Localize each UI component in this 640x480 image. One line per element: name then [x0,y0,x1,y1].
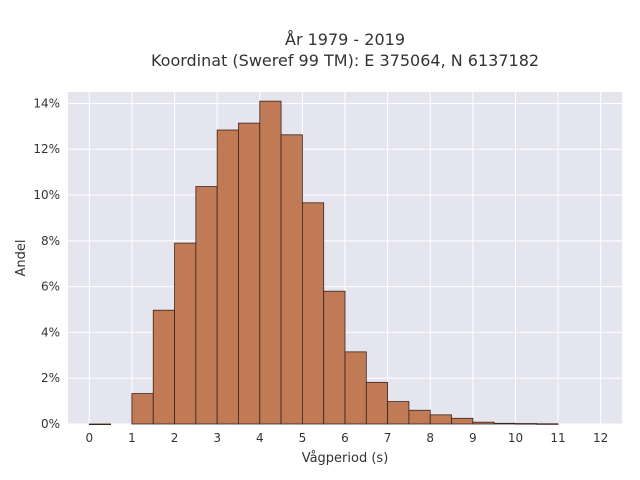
chart-subtitle: Koordinat (Sweref 99 TM): E 375064, N 61… [151,51,539,70]
histogram-bar [131,393,154,425]
histogram-bar [493,422,516,425]
histogram-bar [408,409,431,425]
histogram-bar [88,423,112,426]
x-tick-label: 11 [550,431,565,445]
histogram-bar [451,417,474,425]
x-tick-label: 1 [128,431,136,445]
x-tick-label: 5 [299,431,307,445]
histogram-bar [344,351,367,425]
y-tick-label: 2% [41,371,60,385]
histogram-bar [365,381,389,425]
histogram-bar [280,134,303,425]
x-tick-label: 9 [469,431,477,445]
x-tick-label: 12 [593,431,608,445]
chart-title: År 1979 - 2019 [285,30,405,49]
histogram-bar [152,309,175,425]
x-axis-ticks: 0 1 2 3 4 5 6 7 8 9 10 11 12 [85,431,608,445]
histogram-bar [515,423,538,425]
histogram-bar [301,202,325,425]
x-axis-label: Vågperiod (s) [302,451,389,466]
x-tick-label: 7 [384,431,392,445]
histogram-bar [429,414,452,425]
y-axis-label: Andel [14,240,29,277]
x-tick-label: 3 [213,431,221,445]
y-tick-label: 0% [41,417,60,431]
histogram-bar [195,186,218,425]
y-tick-label: 8% [41,234,60,248]
x-tick-label: 10 [508,431,523,445]
y-axis-ticks: 0% 2% 4% 6% 8% 10% 12% 14% [33,96,60,431]
y-tick-label: 4% [41,325,60,339]
histogram-bar [536,423,559,425]
y-tick-label: 12% [33,142,60,156]
histogram-bar [387,401,410,425]
x-tick-label: 6 [341,431,349,445]
x-tick-label: 8 [426,431,434,445]
y-tick-label: 10% [33,188,60,202]
y-tick-label: 6% [41,280,60,294]
histogram-bar [216,129,239,425]
x-tick-label: 2 [171,431,179,445]
x-tick-label: 4 [256,431,264,445]
histogram-bar [472,421,495,425]
bars [88,100,559,426]
histogram-bar [238,122,261,425]
x-tick-label: 0 [85,431,93,445]
histogram-bar [259,100,282,425]
histogram-bar [174,242,197,425]
y-tick-label: 14% [33,96,60,110]
histogram-bar [323,290,346,425]
